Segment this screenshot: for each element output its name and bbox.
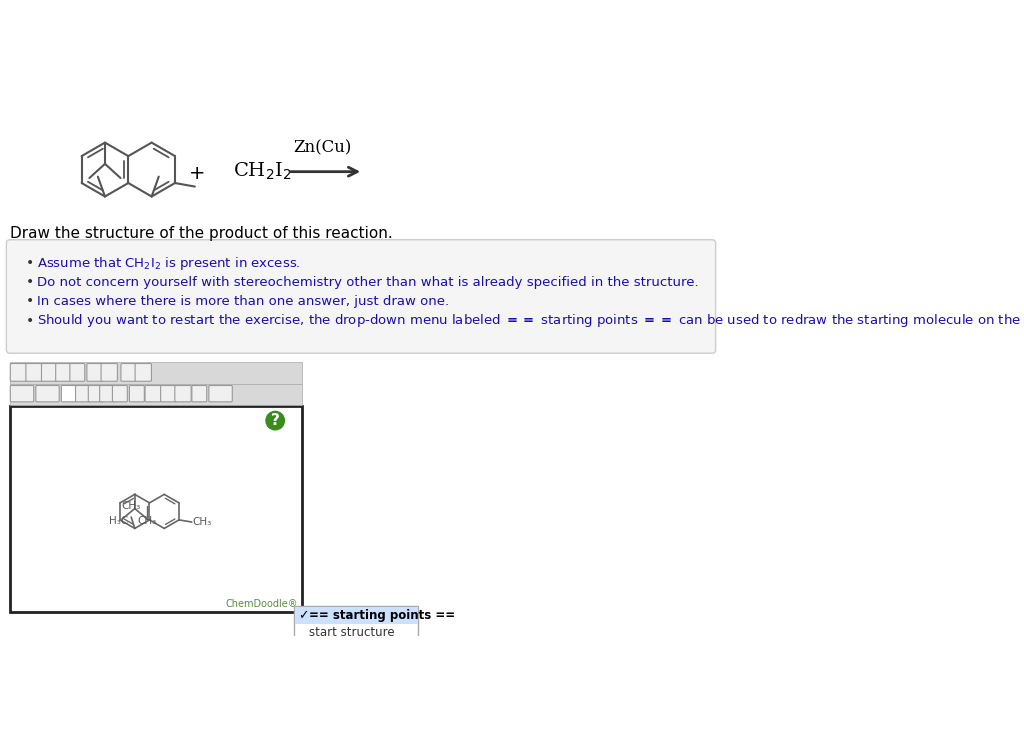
Text: ✓: ✓ [299,609,309,622]
FancyBboxPatch shape [175,386,191,402]
FancyBboxPatch shape [191,386,207,402]
FancyBboxPatch shape [161,386,177,402]
Bar [294,606,419,642]
FancyBboxPatch shape [129,386,144,402]
Text: H₃C: H₃C [110,516,128,527]
Text: CH₃: CH₃ [193,517,212,527]
FancyBboxPatch shape [76,386,90,402]
Text: •: • [26,275,34,289]
FancyBboxPatch shape [209,386,232,402]
Bar [10,383,302,405]
Text: •: • [26,295,34,308]
FancyBboxPatch shape [88,386,103,402]
Text: In cases where there is more than one answer, just draw one.: In cases where there is more than one an… [37,295,449,308]
Text: Draw the structure of the product of this reaction.: Draw the structure of the product of thi… [10,226,392,241]
Text: •: • [26,313,34,327]
FancyBboxPatch shape [61,386,76,402]
Text: •: • [26,256,34,270]
FancyBboxPatch shape [135,363,152,381]
FancyBboxPatch shape [10,363,27,381]
Bar [295,607,418,624]
FancyBboxPatch shape [121,363,137,381]
Circle shape [266,411,285,430]
Text: start structure: start structure [308,626,394,639]
FancyBboxPatch shape [113,386,127,402]
FancyBboxPatch shape [101,363,118,381]
FancyBboxPatch shape [87,363,103,381]
Text: Do not concern yourself with stereochemistry other than what is already specifie: Do not concern yourself with stereochemi… [37,276,698,289]
Text: CH₃: CH₃ [137,516,157,527]
Bar [10,407,302,612]
Text: ?: ? [270,413,280,428]
FancyBboxPatch shape [26,363,42,381]
Text: +: + [188,163,206,183]
Text: CH₃: CH₃ [122,501,141,512]
FancyBboxPatch shape [42,363,57,381]
FancyBboxPatch shape [10,386,34,402]
Text: CH$_2$I$_2$: CH$_2$I$_2$ [232,160,291,181]
Text: ChemDoodle®: ChemDoodle® [225,598,298,609]
Text: Zn(Cu): Zn(Cu) [294,140,352,157]
FancyBboxPatch shape [36,386,59,402]
FancyBboxPatch shape [6,239,716,354]
FancyBboxPatch shape [99,386,115,402]
Text: == starting points ==: == starting points == [308,609,455,622]
Bar [10,363,302,383]
Text: Assume that CH$_2$I$_2$ is present in excess.: Assume that CH$_2$I$_2$ is present in ex… [37,254,301,272]
FancyBboxPatch shape [145,386,162,402]
Text: Should you want to restart the exercise, the drop-down menu labeled $\mathbf{=}$: Should you want to restart the exercise,… [37,312,1024,329]
FancyBboxPatch shape [70,363,85,381]
FancyBboxPatch shape [55,363,71,381]
